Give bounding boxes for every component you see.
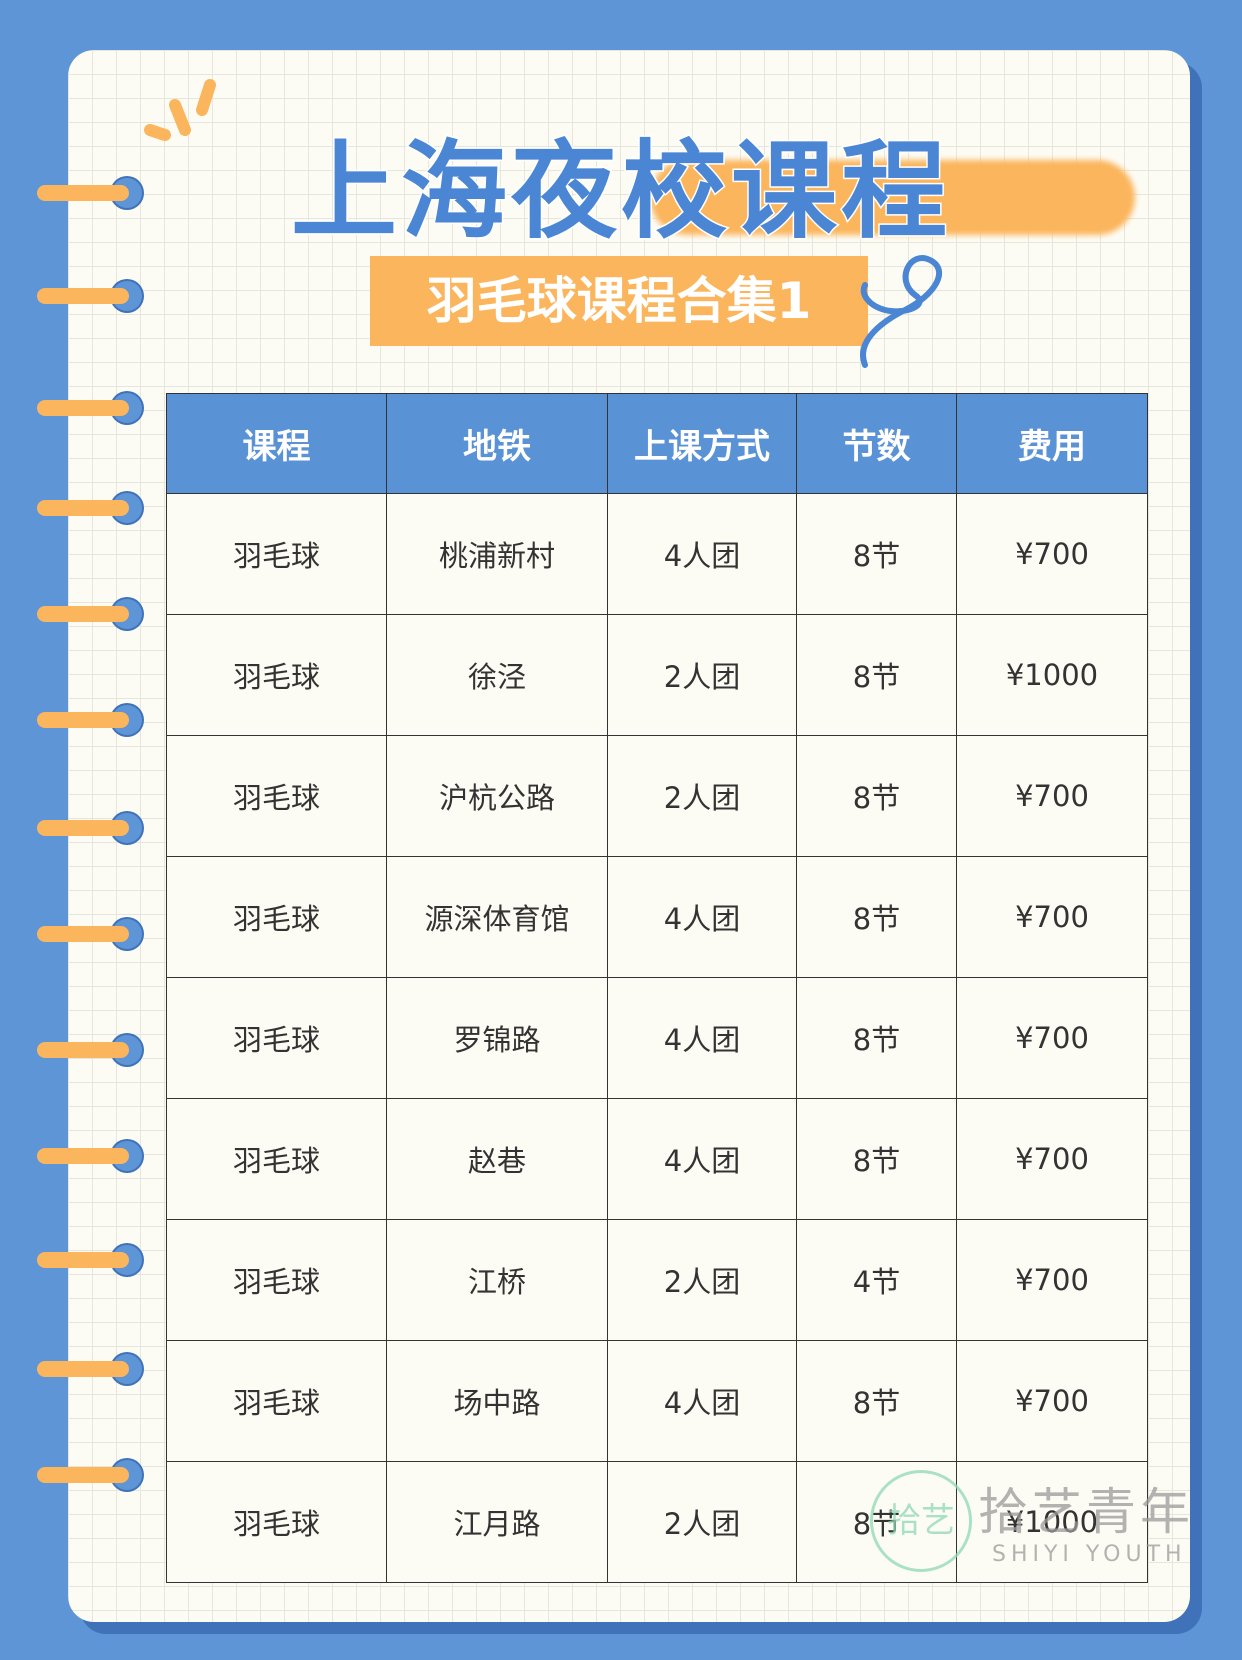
table-cell: ¥1000 [956, 614, 1148, 736]
table-row: 羽毛球 江桥 2人团 4节 ¥700 [166, 1219, 1148, 1341]
table-cell: 桃浦新村 [386, 493, 608, 615]
table-row: 羽毛球 赵巷 4人团 8节 ¥700 [166, 1098, 1148, 1220]
table-body: 羽毛球 桃浦新村 4人团 8节 ¥700 羽毛球 徐泾 2人团 8节 ¥1000 羽毛球 沪杭公路 2人… [166, 493, 1148, 1583]
table-cell: 8节 [796, 735, 957, 857]
table-cell: 羽毛球 [166, 977, 387, 1099]
table-cell: 徐泾 [386, 614, 608, 736]
table-cell: 4人团 [607, 977, 797, 1099]
column-header: 节数 [796, 393, 957, 494]
table-cell: ¥700 [956, 1340, 1148, 1462]
table-cell: 羽毛球 [166, 1098, 387, 1220]
ring-bar [37, 712, 129, 728]
watermark-name: 拾艺青年 [978, 1483, 1194, 1541]
course-table: 课程 地铁 上课方式 节数 费用 羽毛球 桃浦新村 4人团 8节 ¥700 羽毛球 徐泾 2人团 8节 ¥… [166, 393, 1148, 1583]
table-cell: 羽毛球 [166, 1340, 387, 1462]
table-cell: ¥700 [956, 1098, 1148, 1220]
table-cell: 8节 [796, 1098, 957, 1220]
table-cell: 8节 [796, 614, 957, 736]
ring-bar [37, 1467, 129, 1483]
ring-bar [37, 185, 129, 201]
table-cell: 赵巷 [386, 1098, 608, 1220]
watermark-name-en: SHIYI YOUTH [992, 1542, 1187, 1567]
table-row: 羽毛球 源深体育馆 4人团 8节 ¥700 [166, 856, 1148, 978]
ring-bar [37, 1252, 129, 1268]
column-header: 费用 [956, 393, 1148, 494]
table-cell: 羽毛球 [166, 493, 387, 615]
table-cell: 羽毛球 [166, 614, 387, 736]
ring-bar [37, 820, 129, 836]
table-cell: ¥700 [956, 735, 1148, 857]
table-cell: 羽毛球 [166, 856, 387, 978]
table-cell: 8节 [796, 1340, 957, 1462]
table-row: 羽毛球 沪杭公路 2人团 8节 ¥700 [166, 735, 1148, 857]
table-cell: 4人团 [607, 1098, 797, 1220]
table-row: 羽毛球 罗锦路 4人团 8节 ¥700 [166, 977, 1148, 1099]
ring-bar [37, 1148, 129, 1164]
column-header: 上课方式 [607, 393, 797, 494]
table-cell: ¥700 [956, 977, 1148, 1099]
table-cell: 4人团 [607, 493, 797, 615]
table-cell: ¥700 [956, 493, 1148, 615]
highlight [650, 160, 1135, 235]
accent-marks [144, 79, 216, 141]
table-cell: 羽毛球 [166, 1461, 387, 1583]
table-cell: 2人团 [607, 614, 797, 736]
ring-bar [37, 400, 129, 416]
table-cell: 8节 [796, 493, 957, 615]
table-cell: 江月路 [386, 1461, 608, 1583]
table-cell: 江桥 [386, 1219, 608, 1341]
table-cell: ¥1000 [956, 1461, 1148, 1583]
table-cell: 羽毛球 [166, 735, 387, 857]
ring-bar [37, 606, 129, 622]
table-cell: 源深体育馆 [386, 856, 608, 978]
subtitle: 羽毛球课程合集1 [370, 256, 868, 346]
column-header: 课程 [166, 393, 387, 494]
table-row: 羽毛球 场中路 4人团 8节 ¥700 [166, 1340, 1148, 1462]
table-cell: 2人团 [607, 1219, 797, 1341]
swirl [860, 255, 943, 368]
ring-bar [37, 500, 129, 516]
table-row: 羽毛球 徐泾 2人团 8节 ¥1000 [166, 614, 1148, 736]
title: 上海夜校课程 [290, 129, 951, 255]
table-cell: 沪杭公路 [386, 735, 608, 857]
table-cell: 罗锦路 [386, 977, 608, 1099]
table-cell: 4人团 [607, 1340, 797, 1462]
column-header: 地铁 [386, 393, 608, 494]
ring-bar [37, 1361, 129, 1377]
ring-bar [37, 288, 129, 304]
table-cell: 4节 [796, 1219, 957, 1341]
table-cell: 场中路 [386, 1340, 608, 1462]
table-cell: ¥700 [956, 1219, 1148, 1341]
header-row: 课程 地铁 上课方式 节数 费用 [166, 393, 1148, 494]
table-cell: 8节 [796, 856, 957, 978]
ring-bar [37, 1042, 129, 1058]
table-cell: 8节 [796, 977, 957, 1099]
table-cell: ¥700 [956, 856, 1148, 978]
watermark-logo: 拾艺 [870, 1470, 972, 1572]
table-row: 羽毛球 桃浦新村 4人团 8节 ¥700 [166, 493, 1148, 615]
table-cell: 2人团 [607, 1461, 797, 1583]
table-cell: 羽毛球 [166, 1219, 387, 1341]
table-cell: 4人团 [607, 856, 797, 978]
table-cell: 2人团 [607, 735, 797, 857]
ring-bar [37, 926, 129, 942]
